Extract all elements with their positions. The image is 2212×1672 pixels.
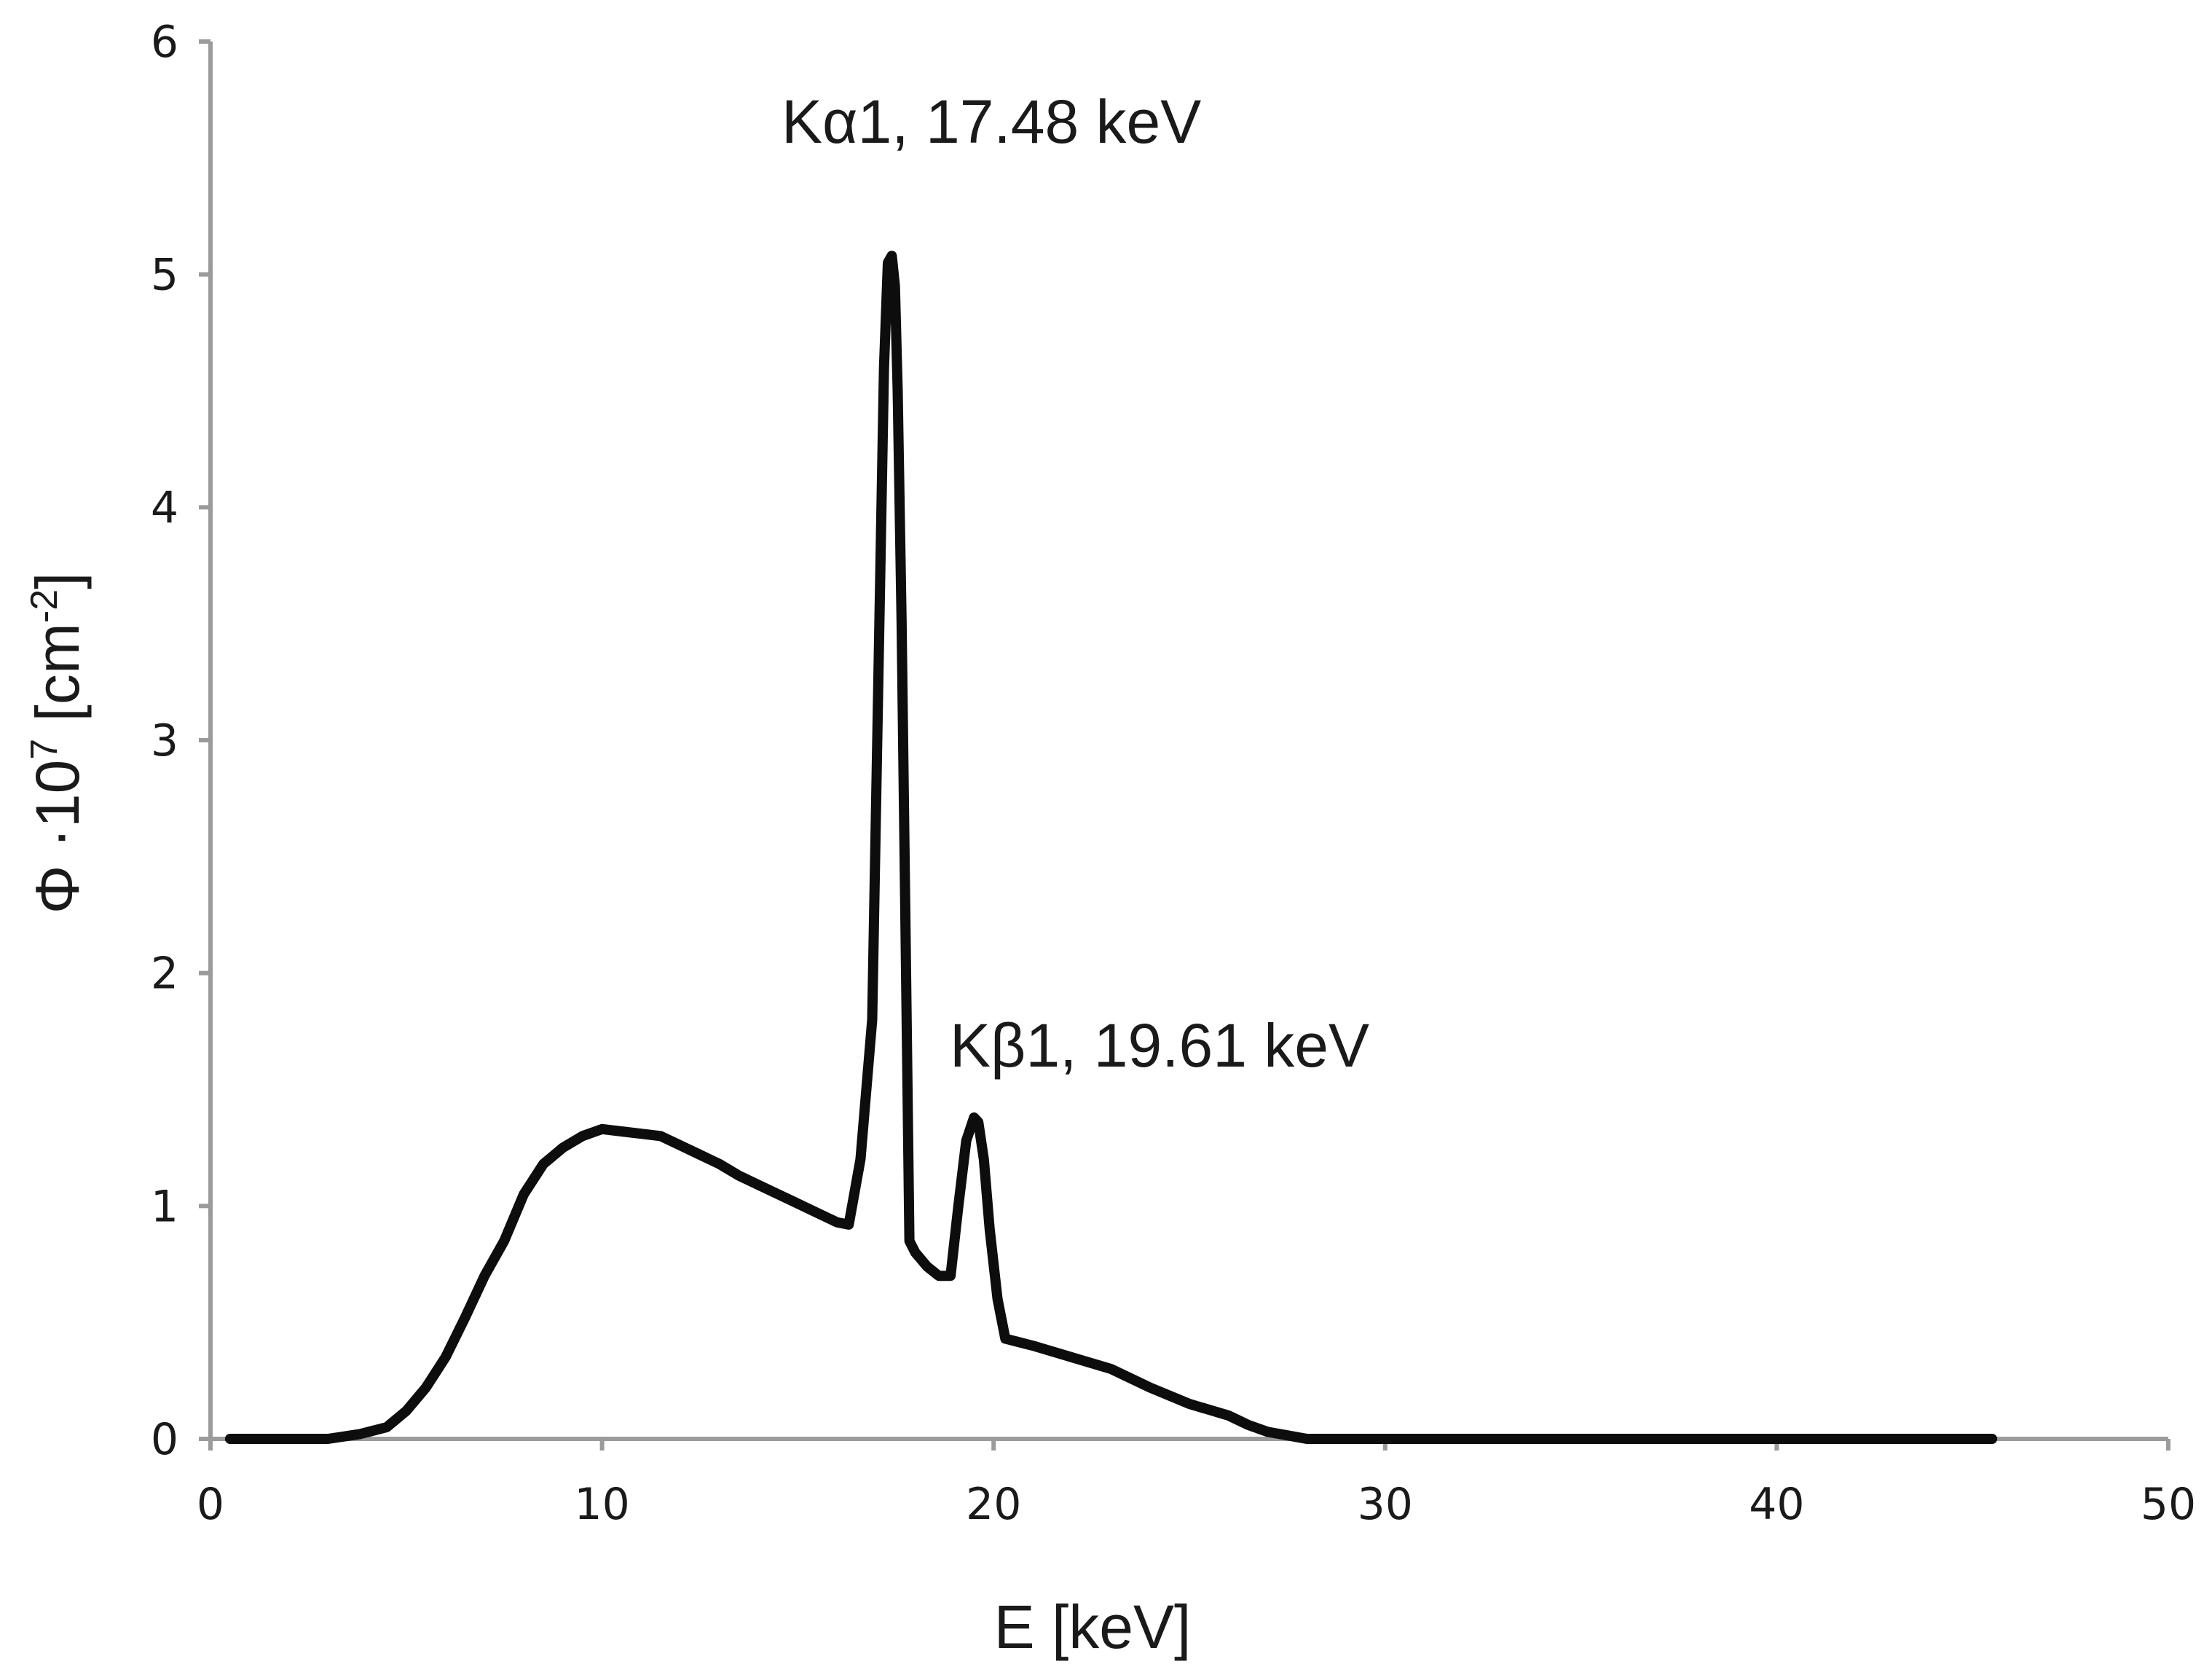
y-tick-label: 4 — [151, 482, 178, 533]
x-tick-label: 0 — [197, 1479, 224, 1530]
x-ticks: 0 10 20 30 40 50 — [197, 1439, 2196, 1530]
y-tick-label: 6 — [151, 17, 178, 68]
y-tick-label: 2 — [151, 949, 178, 1000]
annotations: Kα1, 17.48 keV Kβ1, 19.61 keV — [782, 87, 1369, 1080]
y-tick-label: 0 — [151, 1414, 178, 1465]
y-tick-label: 5 — [151, 250, 178, 301]
y-axis-title-unit-exponent: -2 — [23, 589, 66, 623]
x-tick-label: 30 — [1358, 1479, 1413, 1530]
y-tick-label: 3 — [151, 715, 178, 766]
x-tick-label: 10 — [574, 1479, 629, 1530]
y-ticks: 0 1 2 3 4 5 6 — [151, 17, 210, 1465]
y-axis-title-unit: [cm — [23, 623, 92, 739]
peak-annotation: Kα1, 17.48 keV — [782, 87, 1201, 156]
peak-annotation: Kβ1, 19.61 keV — [950, 1011, 1369, 1080]
y-axis-title-unit-suffix: ] — [23, 573, 92, 589]
x-axis-title: E [keV] — [994, 1593, 1192, 1661]
y-axis-title-exponent: 7 — [23, 739, 66, 760]
y-axis-title-prefix: Φ ·10 — [23, 760, 92, 914]
y-tick-label: 1 — [151, 1181, 178, 1232]
series-group — [224, 251, 1998, 1444]
x-tick-label: 40 — [1749, 1479, 1804, 1530]
y-axis-title: Φ ·107 [cm-2] — [23, 573, 92, 914]
series-line — [224, 251, 1998, 1444]
x-tick-label: 50 — [2141, 1479, 2196, 1530]
x-tick-label: 20 — [966, 1479, 1021, 1530]
